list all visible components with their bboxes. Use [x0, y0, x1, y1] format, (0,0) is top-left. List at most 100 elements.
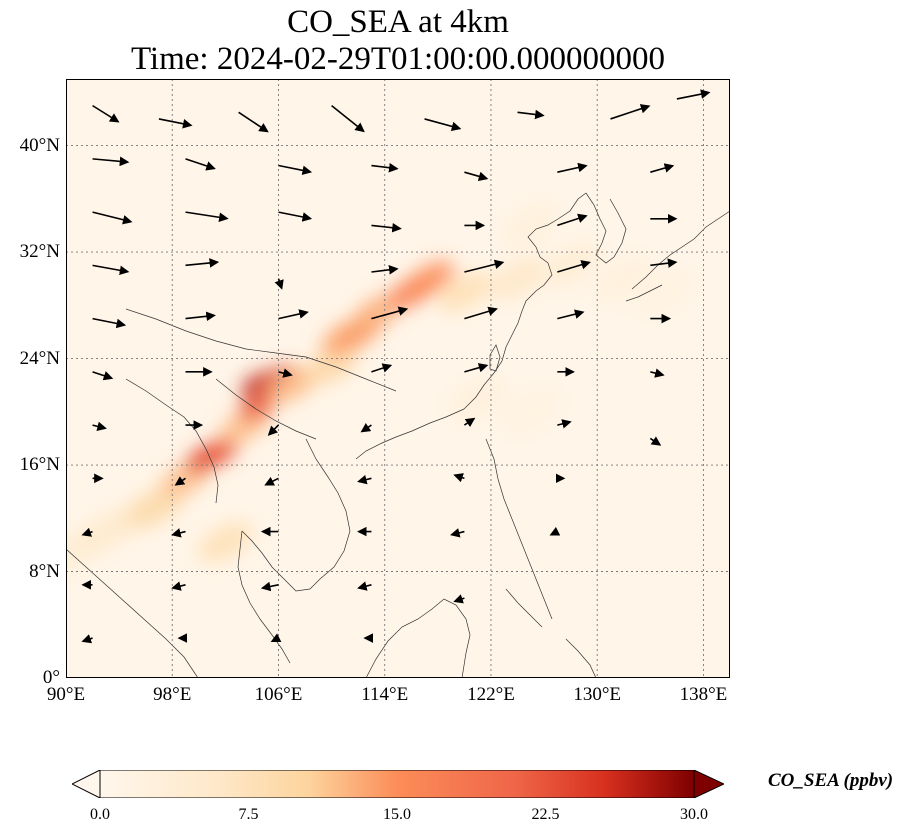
wind-vector — [270, 633, 282, 642]
co-plume-cell — [489, 257, 546, 300]
wind-vector — [92, 264, 130, 276]
colorbar-label: CO_SEA (ppbv) — [768, 770, 894, 791]
co-plume-cell — [633, 269, 694, 315]
wind-vector — [260, 581, 279, 592]
colorbar-extend-min — [72, 770, 101, 798]
wind-vector — [185, 211, 229, 223]
wind-vector — [185, 158, 216, 171]
wind-vector — [171, 581, 186, 591]
colorbar-tick-label: 30.0 — [680, 806, 708, 823]
y-tick-label: 0° — [42, 667, 60, 688]
wind-vector — [357, 474, 372, 485]
wind-vector — [278, 309, 309, 320]
wind-vector — [81, 527, 93, 537]
wind-vector — [676, 89, 711, 100]
wind-vector — [278, 211, 313, 222]
x-tick-label: 122°E — [467, 684, 515, 705]
wind-vector — [453, 473, 465, 483]
co-plume-cell — [541, 243, 600, 288]
wind-vector — [650, 163, 675, 173]
wind-vector — [238, 111, 269, 133]
gridlines — [66, 79, 730, 678]
wind-vector — [610, 104, 651, 120]
border-inland-2 — [215, 378, 317, 440]
colorbar-tick-label: 0.0 — [90, 806, 110, 823]
map-subtitle-time: Time: 2024-02-29T01:00:00.000000000 — [130, 41, 666, 77]
wind-vector — [92, 156, 130, 167]
colorbar-tick-label: 15.0 — [383, 806, 411, 823]
wind-vector — [171, 528, 186, 538]
coastline-philippines-south — [505, 588, 543, 628]
wind-vector — [557, 213, 588, 227]
co-plume-cell — [266, 366, 317, 404]
y-tick-label: 32°N — [19, 241, 60, 263]
wind-vector — [517, 109, 545, 120]
coastline-sulawesi — [565, 638, 597, 678]
x-tick-label: 98°E — [153, 684, 192, 705]
wind-vector — [92, 371, 114, 381]
wind-vector — [649, 436, 662, 446]
coastline-south-china — [355, 408, 465, 460]
co-plume-cell — [437, 271, 492, 313]
wind-vector — [331, 104, 365, 133]
wind-vector — [371, 162, 399, 173]
wind-vector — [92, 104, 120, 123]
co-plume-cell — [500, 389, 561, 435]
wind-vector — [92, 421, 107, 432]
wind-vector — [450, 528, 465, 538]
wind-vector — [557, 162, 588, 173]
wind-vector — [463, 417, 476, 428]
wind-vector — [185, 258, 220, 268]
x-tick-label: 114°E — [361, 684, 409, 705]
coastline-china — [463, 192, 587, 410]
wind-vector — [371, 363, 393, 373]
x-tick-label: 138°E — [679, 684, 728, 705]
wind-vector — [650, 258, 678, 268]
wind-vector — [549, 526, 561, 536]
map-border — [66, 79, 730, 678]
x-tick-label: 130°E — [573, 684, 622, 705]
wind-vector — [185, 311, 216, 322]
wind-vector — [464, 259, 505, 273]
co-plume-cell — [198, 521, 253, 563]
wind-vector — [92, 211, 133, 225]
co-plume-cell — [407, 260, 455, 297]
x-tick-label: 106°E — [254, 684, 303, 705]
coastline-myanmar — [125, 378, 219, 504]
border-inland — [125, 308, 397, 392]
wind-vectors — [81, 89, 711, 644]
colorbar-tick-label: 22.5 — [531, 806, 560, 823]
x-tick-label: 90°E — [46, 684, 86, 705]
coastline-borneo — [365, 598, 471, 678]
map-panel — [66, 79, 730, 678]
coastline-taiwan — [489, 344, 501, 372]
coastline-thailand — [241, 530, 311, 592]
map-title: CO_SEA at 4km — [287, 4, 509, 40]
wind-vector — [453, 594, 465, 604]
wind-vector — [424, 118, 462, 132]
wind-vector — [81, 634, 93, 644]
wind-vector — [557, 419, 572, 429]
coastline-japan-south — [625, 284, 663, 302]
wind-vector — [357, 581, 372, 591]
wind-vector — [371, 265, 399, 275]
wind-vector — [92, 317, 127, 329]
wind-vector — [264, 476, 279, 486]
y-tick-label: 24°N — [19, 347, 60, 369]
colorbar — [72, 770, 724, 798]
co-plume-cell — [594, 256, 654, 301]
wind-vector — [371, 306, 409, 320]
coastline-philippines — [485, 438, 553, 620]
co-plume-cell — [501, 203, 561, 248]
colorbar-tick-label: 7.5 — [238, 806, 259, 823]
wind-vector — [278, 164, 313, 176]
wind-vector — [557, 309, 585, 320]
wind-vector — [464, 171, 489, 181]
y-tick-label: 16°N — [19, 454, 60, 476]
wind-vector — [158, 118, 193, 129]
y-tick-label: 8°N — [29, 560, 60, 582]
wind-vector — [650, 368, 665, 378]
coastline-japan — [631, 210, 730, 290]
wind-vector — [371, 222, 402, 233]
wind-vector — [557, 260, 591, 273]
